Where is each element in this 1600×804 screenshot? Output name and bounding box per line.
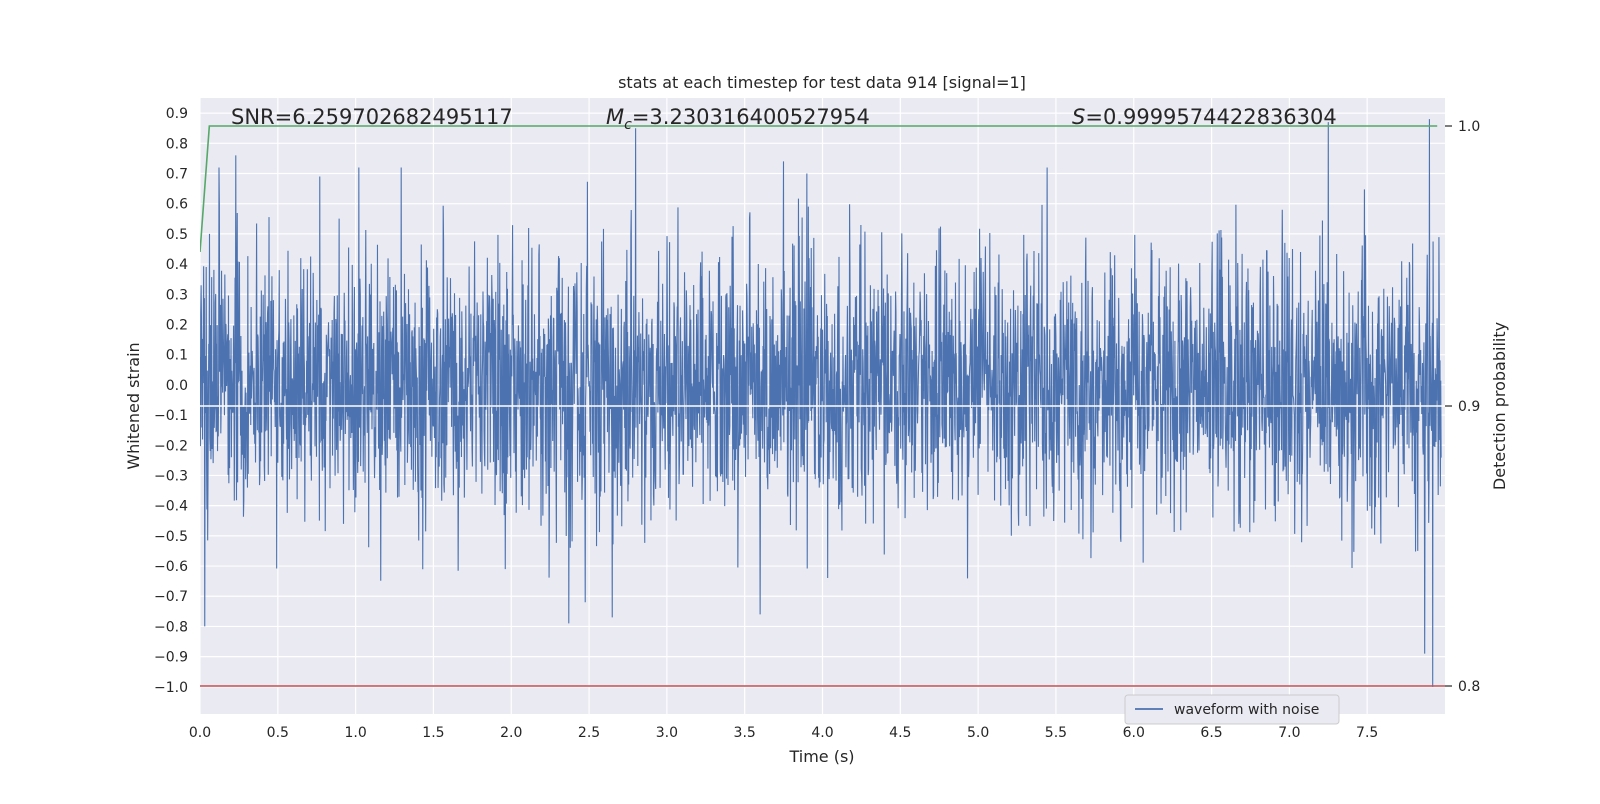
y-tick-label: 0.9: [166, 106, 188, 122]
y-tick-label: −0.4: [154, 499, 188, 515]
chirp-mass-annotation: Mc=3.230316400527954: [606, 105, 870, 133]
legend: waveform with noise: [1124, 694, 1340, 725]
x-tick-label: 2.5: [578, 725, 600, 741]
y-tick-label: 0.3: [166, 287, 188, 303]
chirp-mass-value: =3.230316400527954: [632, 105, 870, 129]
legend-box: [1124, 694, 1340, 725]
x-tick-label: 7.0: [1278, 725, 1300, 741]
snr-annotation: SNR=6.259702682495117: [231, 105, 513, 129]
x-tick-label: 3.0: [656, 725, 678, 741]
y-tick-label: −0.3: [154, 468, 188, 484]
y-tick-label: −0.6: [154, 559, 188, 575]
chirp-mass-symbol: M: [606, 105, 624, 129]
x-tick-label: 2.0: [500, 725, 522, 741]
x-tick-label: 0.0: [189, 725, 211, 741]
x-tick-label: 5.0: [967, 725, 989, 741]
legend-label-waveform: waveform with noise: [1174, 702, 1319, 718]
y-tick-label: 0.4: [166, 257, 188, 273]
waveform-line: [200, 119, 1442, 687]
y-tick-label: 0.6: [166, 197, 188, 213]
y-tick-label: −0.9: [154, 650, 188, 666]
probability-series: [200, 125, 1445, 687]
x-tick-label: 6.5: [1200, 725, 1222, 741]
x-tick-label: 1.5: [422, 725, 444, 741]
y-tick-label: −0.5: [154, 529, 188, 545]
chart-title: stats at each timestep for test data 914…: [618, 73, 1026, 92]
score-symbol: S: [1072, 105, 1085, 129]
y-tick-label: 0.1: [166, 348, 188, 364]
y2-axis-label: Detection probability: [1490, 322, 1509, 490]
score-annotation: S=0.9999574422836304: [1072, 105, 1337, 129]
y-tick-label: 0.0: [166, 378, 188, 394]
y-axis-label: Whitened strain: [124, 342, 143, 469]
y-tick-label: −0.2: [154, 438, 188, 454]
x-tick-label: 7.5: [1356, 725, 1378, 741]
x-tick-label: 4.5: [889, 725, 911, 741]
x-tick-label: 6.0: [1123, 725, 1145, 741]
y2-tick-label: 1.0: [1458, 119, 1480, 135]
probability-line: [200, 125, 1438, 253]
y2-tick-label: 0.8: [1458, 679, 1480, 695]
x-tick-label: 4.0: [811, 725, 833, 741]
y-tick-label: −0.1: [154, 408, 188, 424]
x-tick-label: 3.5: [734, 725, 756, 741]
y-tick-label: −0.7: [154, 589, 188, 605]
chirp-mass-subscript: c: [624, 117, 632, 133]
y-axis-ticks: 0.9 0.8 0.7 0.6 0.5 0.4 0.3 0.2 0.1 0.0 −0.1 −0.2 −0…: [154, 106, 188, 696]
y2-axis-ticks: 1.0 0.9 0.8: [1445, 119, 1480, 695]
x-tick-label: 1.0: [344, 725, 366, 741]
score-value: =0.9999574422836304: [1085, 105, 1336, 129]
x-axis-ticks: 0.0 0.5 1.0 1.5 2.0 2.5 3.0 3.5 4.0 4.5 5.0 5.5 6.0 6…: [189, 725, 1378, 741]
x-tick-label: 5.5: [1045, 725, 1067, 741]
y-tick-label: 0.5: [166, 227, 188, 243]
x-axis-label: Time (s): [788, 747, 854, 766]
y-tick-label: 0.8: [166, 136, 188, 152]
waveform-series: [200, 119, 1442, 687]
y-tick-label: 0.2: [166, 317, 188, 333]
y2-tick-label: 0.9: [1458, 399, 1480, 415]
x-tick-label: 0.5: [267, 725, 289, 741]
y-tick-label: −0.8: [154, 619, 188, 635]
y-tick-label: −1.0: [154, 680, 188, 696]
y-tick-label: 0.7: [166, 166, 188, 182]
